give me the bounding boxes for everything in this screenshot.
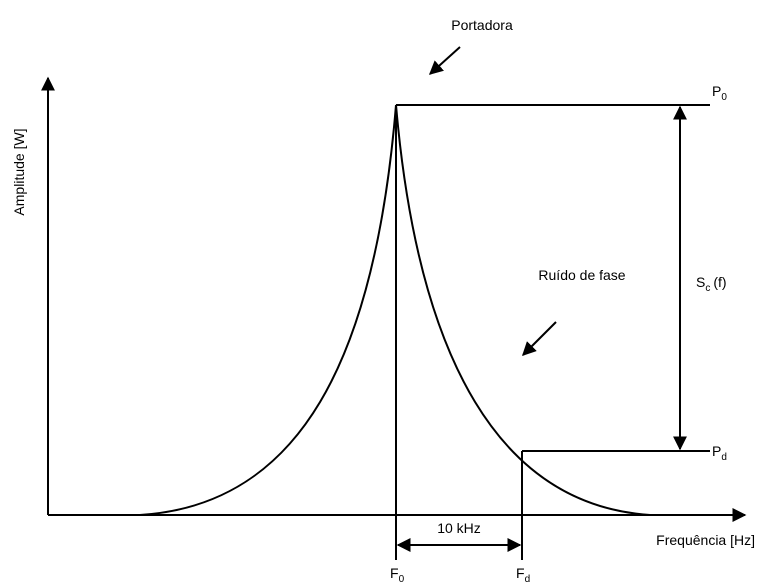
phase-noise-label: Ruído de fase — [538, 267, 625, 283]
y-axis-label: Amplitude [W] — [11, 128, 27, 215]
offset-label: 10 kHz — [437, 520, 481, 536]
sc-suffix: (f) — [713, 274, 726, 290]
f0-sub: 0 — [399, 574, 405, 585]
noise-arrow — [522, 321, 557, 356]
p0-main: P — [712, 83, 721, 99]
p0-sub: 0 — [721, 92, 727, 103]
f0-label: F0 — [390, 565, 405, 585]
pd-main: P — [712, 443, 721, 459]
f0-main: F — [390, 565, 399, 581]
carrier-arrow — [428, 46, 461, 75]
x-axis-label: Frequência [Hz] — [656, 532, 755, 548]
sc-main: S — [696, 274, 705, 290]
carrier-label: Portadora — [451, 17, 513, 33]
fd-main: F — [516, 565, 525, 581]
curve-right — [395, 104, 651, 516]
fd-label: Fd — [516, 565, 530, 585]
sc-label: Sc (f) — [696, 274, 727, 294]
curve-left — [139, 104, 397, 516]
pd-label: Pd — [712, 443, 727, 463]
sc-sub: c — [705, 283, 710, 294]
p0-label: P0 — [712, 83, 727, 103]
pd-sub: d — [721, 452, 727, 463]
fd-sub: d — [525, 574, 531, 585]
